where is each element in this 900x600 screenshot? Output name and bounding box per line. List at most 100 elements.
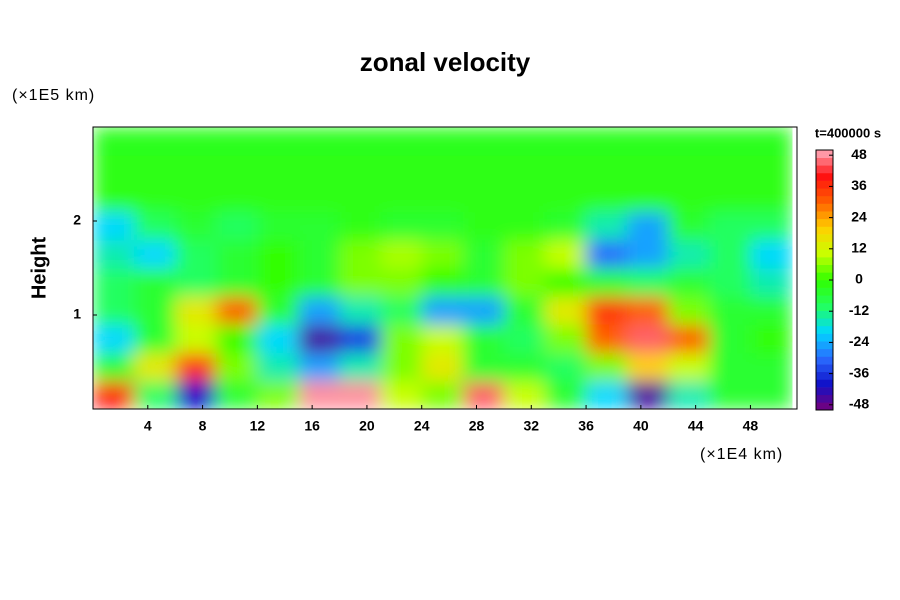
- heatmap-cell: [175, 380, 217, 409]
- heatmap-cell: [93, 380, 135, 409]
- heatmap-cell: [544, 239, 587, 269]
- heatmap-cell: [462, 155, 505, 184]
- heatmap-cell: [216, 239, 258, 269]
- heatmap-cell: [544, 352, 587, 382]
- heatmap-cell: [421, 352, 464, 382]
- heatmap-cell: [134, 211, 176, 241]
- heatmap-cell: [298, 239, 341, 269]
- heatmap-cell: [462, 211, 505, 241]
- heatmap-cell: [627, 183, 669, 213]
- heatmap-cell: [586, 211, 628, 241]
- colorbar-band: [816, 264, 833, 273]
- heatmap-cell: [627, 324, 669, 354]
- heatmap-cell: [257, 155, 299, 184]
- heatmap-cell: [668, 268, 710, 297]
- heatmap-cell: [503, 127, 546, 156]
- x-tick-label: 16: [304, 418, 320, 434]
- heatmap-cell: [544, 268, 587, 297]
- colorbar-band: [816, 241, 833, 250]
- heatmap-cell: [257, 352, 299, 382]
- x-tick-label: 4: [144, 418, 152, 434]
- heatmap-cell: [750, 183, 793, 213]
- heatmap-cell: [421, 239, 464, 269]
- y-tick-label: 1: [73, 306, 81, 322]
- y-tick-label: 2: [73, 212, 81, 228]
- colorbar-band: [816, 249, 833, 258]
- heatmap-cell: [175, 211, 217, 241]
- heatmap-cell: [93, 239, 135, 269]
- heatmap-cell: [503, 211, 546, 241]
- heatmap-cell: [93, 268, 135, 297]
- heatmap-cell: [462, 352, 505, 382]
- x-tick-label: 8: [199, 418, 207, 434]
- colorbar-band: [816, 172, 833, 181]
- heatmap-cell: [175, 155, 217, 184]
- heatmap-cell: [175, 352, 217, 382]
- heatmap-cell: [462, 296, 505, 325]
- heatmap-cell: [544, 296, 587, 325]
- heatmap-cell: [339, 155, 382, 184]
- heatmap-cell: [134, 183, 176, 213]
- colorbar-tick-label: -48: [849, 396, 869, 412]
- heatmap-cell: [750, 239, 793, 269]
- heatmap-cell: [257, 296, 299, 325]
- colorbar-band: [816, 310, 833, 319]
- heatmap-cell: [380, 183, 423, 213]
- heatmap-cell: [298, 127, 341, 156]
- colorbar-band: [816, 394, 833, 403]
- heatmap-cell: [380, 211, 423, 241]
- heatmap-cell: [668, 183, 710, 213]
- heatmap-cell: [134, 380, 176, 409]
- heatmap-cell: [627, 211, 669, 241]
- heatmap-cell: [586, 127, 628, 156]
- heatmap-cell: [298, 268, 341, 297]
- heatmap-cell: [544, 380, 587, 409]
- heatmap-cell: [257, 324, 299, 354]
- colorbar-band: [816, 165, 833, 174]
- heatmap-cell: [668, 380, 710, 409]
- heatmap-cell: [257, 380, 299, 409]
- colorbar-band: [816, 302, 833, 311]
- heatmap-cell: [750, 296, 793, 325]
- colorbar-band: [816, 379, 833, 388]
- heatmap-cell: [339, 268, 382, 297]
- colorbar-band: [816, 356, 833, 365]
- colorbar-band: [816, 157, 833, 166]
- heatmap-cell: [339, 324, 382, 354]
- heatmap-cell: [380, 268, 423, 297]
- colorbar-band: [816, 402, 833, 411]
- heatmap-cell: [462, 239, 505, 269]
- heatmap-cell: [298, 352, 341, 382]
- x-tick-label: 20: [359, 418, 375, 434]
- colorbar-band: [816, 234, 833, 243]
- colorbar-band: [816, 257, 833, 266]
- heatmap-cell: [586, 352, 628, 382]
- heatmap-cell: [175, 127, 217, 156]
- heatmap-cell: [421, 127, 464, 156]
- heatmap-cell: [421, 268, 464, 297]
- heatmap-cell: [750, 352, 793, 382]
- heatmap-cell: [339, 211, 382, 241]
- heatmap-cell: [503, 380, 546, 409]
- heatmap-cell: [709, 268, 751, 297]
- x-tick-label: 32: [523, 418, 539, 434]
- heatmap-cell: [134, 155, 176, 184]
- x-unit: (×1E4 km): [700, 446, 783, 463]
- heatmap-cell: [421, 296, 464, 325]
- heatmap-cell: [380, 239, 423, 269]
- heatmap-cell: [668, 127, 710, 156]
- colorbar-band: [816, 333, 833, 342]
- heatmap-cell: [93, 324, 135, 354]
- heatmap-cell: [257, 268, 299, 297]
- heatmap-cell: [216, 268, 258, 297]
- heatmap-cell: [750, 155, 793, 184]
- heatmap-cell: [503, 324, 546, 354]
- y-unit: (×1E5 km): [12, 87, 95, 104]
- heatmap-cell: [216, 211, 258, 241]
- heatmap-cells: [93, 127, 793, 409]
- heatmap-cell: [627, 239, 669, 269]
- heatmap-cell: [216, 155, 258, 184]
- heatmap-cell: [668, 155, 710, 184]
